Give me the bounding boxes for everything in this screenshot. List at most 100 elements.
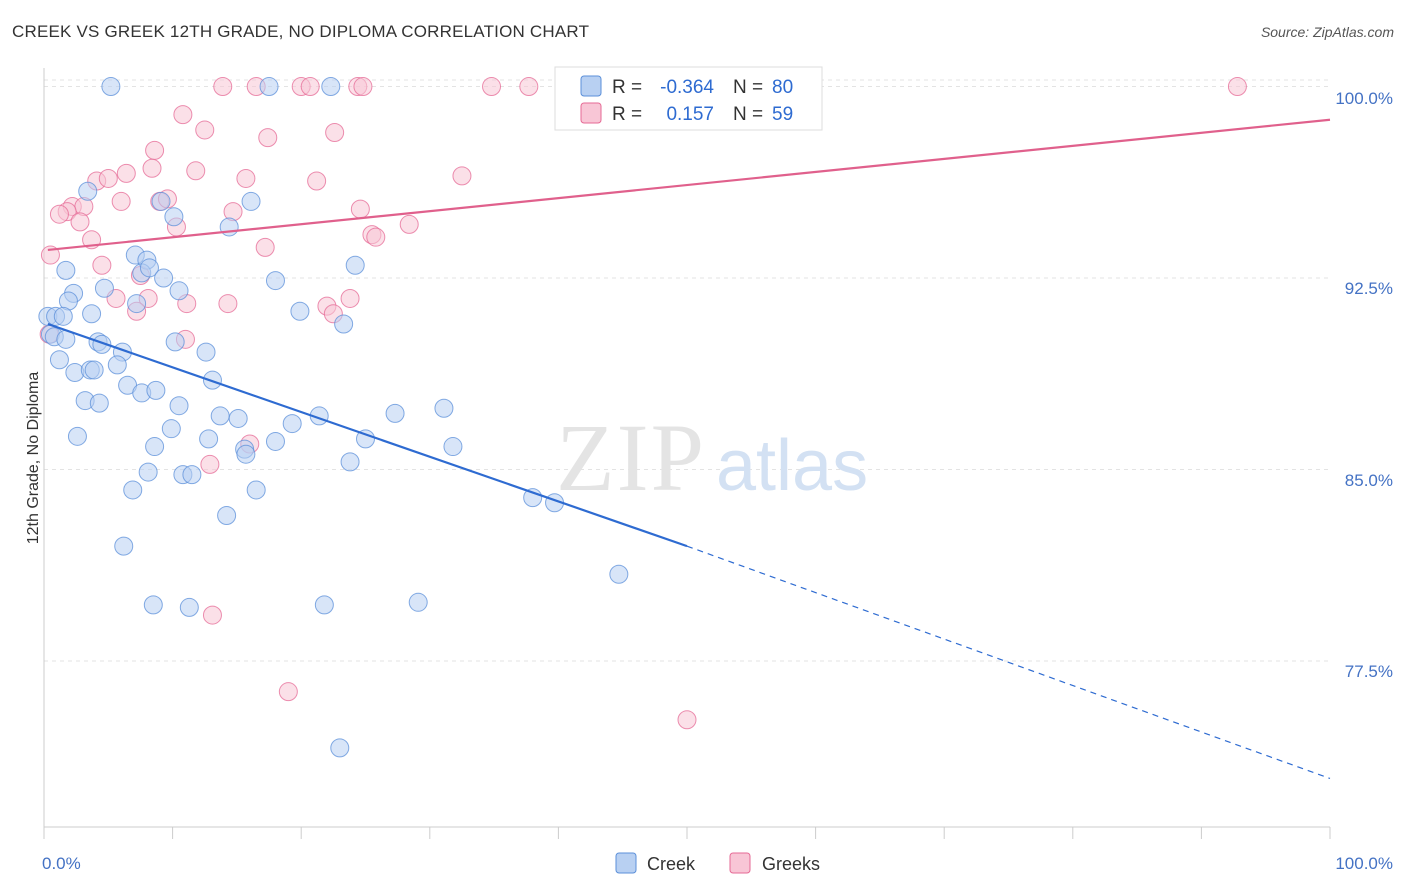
y-tick-label-85: 85.0% <box>1345 471 1393 490</box>
greeks-point <box>49 204 69 224</box>
creek-n-label: N = <box>733 77 763 98</box>
x-tick-label-min: 0.0% <box>42 854 81 873</box>
greeks-point <box>111 191 131 211</box>
creek-point <box>330 738 350 758</box>
creek-point <box>169 281 189 301</box>
creek-point <box>127 294 147 314</box>
greeks-point <box>255 237 275 257</box>
creek-point <box>161 419 181 439</box>
creek-point <box>265 431 285 451</box>
y-tick-label-77-5: 77.5% <box>1345 662 1393 681</box>
chart-title: CREEK VS GREEK 12TH GRADE, NO DIPLOMA CO… <box>12 22 590 41</box>
creek-point <box>259 77 279 97</box>
greeks-point <box>677 710 697 730</box>
creek-point <box>443 437 463 457</box>
creek-point <box>241 191 261 211</box>
creek-point <box>290 301 310 321</box>
creek-point <box>56 260 76 280</box>
greeks-point <box>116 163 136 183</box>
greeks-point <box>195 120 215 140</box>
creek-point <box>53 306 73 326</box>
creek-bottom-label: Creek <box>647 854 696 874</box>
greeks-point <box>340 288 360 308</box>
creek-point <box>138 462 158 482</box>
greeks-point <box>452 166 472 186</box>
creek-point <box>609 564 629 584</box>
creek-point <box>182 465 202 485</box>
greeks-r-value: 0.157 <box>666 104 714 125</box>
greeks-point <box>353 77 373 97</box>
creek-point <box>164 207 184 227</box>
creek-point <box>151 191 171 211</box>
creek-point <box>282 414 302 434</box>
creek-point <box>334 314 354 334</box>
creek-point <box>143 595 163 615</box>
greeks-point <box>1227 77 1247 97</box>
creek-point <box>236 444 256 464</box>
greeks-bottom-label: Greeks <box>762 854 820 874</box>
greeks-point <box>366 227 386 247</box>
creek-trend-line <box>47 322 688 548</box>
greeks-r-label: R = <box>612 104 642 125</box>
creek-point <box>314 595 334 615</box>
creek-point <box>196 342 216 362</box>
greeks-point <box>236 168 256 188</box>
creek-point <box>210 406 230 426</box>
greeks-point <box>482 77 502 97</box>
creek-point <box>139 258 159 278</box>
creek-r-label: R = <box>612 77 642 98</box>
y-tick-label-92-5: 92.5% <box>1345 279 1393 298</box>
trend-layer <box>47 118 1331 780</box>
creek-point <box>217 505 237 525</box>
creek-point <box>228 408 248 428</box>
creek-point <box>321 77 341 97</box>
chart-source: Source: ZipAtlas.com <box>1260 24 1394 40</box>
creek-point <box>78 181 98 201</box>
creek-point <box>385 403 405 423</box>
greeks-point <box>325 122 345 142</box>
creek-point <box>265 271 285 291</box>
y-axis-label: 12th Grade, No Diploma <box>25 372 42 545</box>
greeks-trend-line <box>47 118 1331 252</box>
creek-point <box>356 429 375 449</box>
greeks-n-value: 59 <box>772 104 793 125</box>
greeks-legend-swatch <box>580 102 602 124</box>
creek-trend-extension <box>686 545 1331 780</box>
axes-layer <box>43 68 1331 839</box>
creek-point <box>123 480 143 500</box>
greeks-point <box>202 605 222 625</box>
creek-point <box>246 480 266 500</box>
creek-point <box>94 278 114 298</box>
creek-point <box>101 77 121 97</box>
greeks-point <box>145 140 165 160</box>
greeks-point <box>300 77 320 97</box>
creek-point <box>145 437 165 457</box>
y-tick-label-100: 100.0% <box>1335 89 1393 108</box>
creek-point <box>408 592 428 612</box>
creek-point <box>67 426 87 446</box>
creek-point <box>434 398 454 418</box>
watermark-zip: ZIP <box>556 404 706 511</box>
x-tick-label-max: 100.0% <box>1335 854 1393 873</box>
greeks-point <box>399 214 419 234</box>
creek-point <box>179 597 199 617</box>
greeks-n-label: N = <box>733 104 763 125</box>
greeks-point <box>278 682 298 702</box>
creek-point <box>146 380 166 400</box>
greeks-point <box>92 255 112 275</box>
greeks-point <box>186 161 206 181</box>
points-layer <box>38 77 1247 758</box>
creek-point <box>89 393 109 413</box>
greeks-point <box>307 171 327 191</box>
greeks-point <box>70 212 90 232</box>
greeks-point <box>519 77 539 97</box>
creek-bottom-swatch <box>615 852 637 874</box>
grid-layer <box>44 79 1330 662</box>
greeks-point <box>142 158 162 178</box>
watermark-atlas: atlas <box>716 426 868 506</box>
greeks-point <box>98 168 118 188</box>
greeks-point <box>40 245 60 265</box>
series-legend: Creek Greeks <box>615 852 820 874</box>
creek-point <box>82 304 102 324</box>
